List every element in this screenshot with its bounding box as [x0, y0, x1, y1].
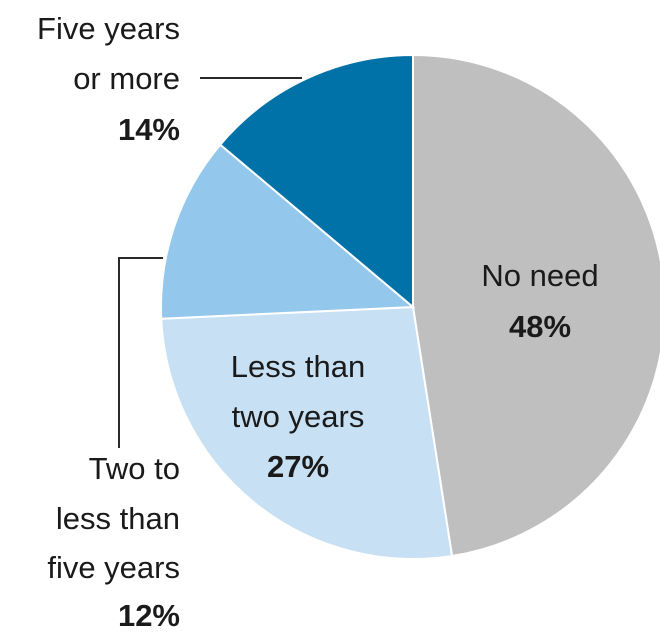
slice-five-years-or-more — [218, 53, 414, 310]
slice-two-to-five-years — [160, 143, 416, 320]
slice-value-no-need: 48% — [509, 309, 571, 344]
slice-no-need — [412, 53, 660, 558]
pie-slices — [160, 53, 660, 560]
slice-less-than-two-years — [160, 305, 454, 560]
slice-value-five-years: 14% — [118, 112, 180, 147]
slice-value-two-to-five: 12% — [118, 598, 180, 633]
slice-label-less-than-two-line1: Less than — [231, 349, 365, 384]
slice-label-two-to-five-line3: five years — [47, 550, 180, 585]
slice-label-two-to-five-line2: less than — [56, 501, 180, 536]
slice-label-less-than-two-line2: two years — [232, 399, 365, 434]
slice-label-no-need: No need — [481, 258, 598, 293]
slice-label-five-years-line2: or more — [73, 61, 180, 96]
leader-line-two-to-five — [118, 257, 163, 448]
slice-label-two-to-five-line1: Two to — [89, 451, 180, 486]
slice-label-five-years-line1: Five years — [37, 11, 180, 46]
slice-value-less-than-two: 27% — [267, 449, 329, 484]
